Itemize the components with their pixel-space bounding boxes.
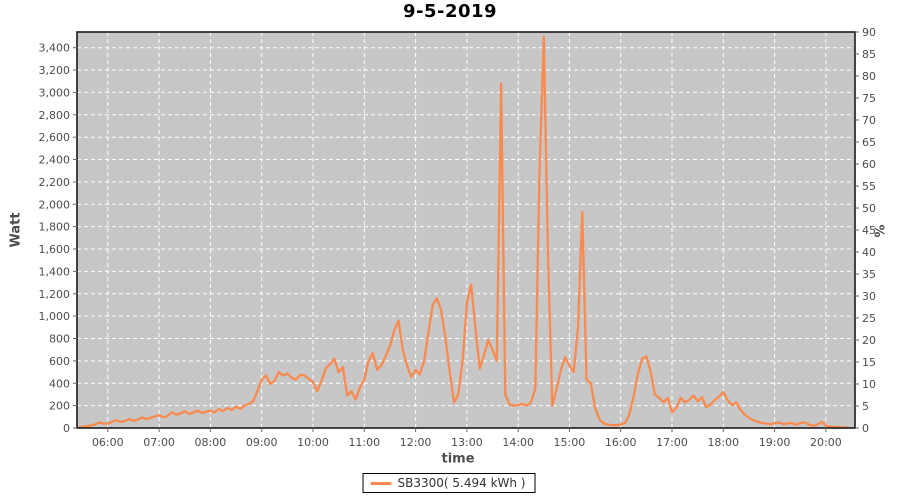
svg-text:30: 30: [862, 290, 876, 303]
svg-text:75: 75: [862, 92, 876, 105]
legend: SB3300( 5.494 kWh ): [362, 473, 536, 493]
svg-text:600: 600: [49, 355, 70, 368]
svg-text:1,800: 1,800: [39, 221, 71, 234]
svg-text:25: 25: [862, 312, 876, 325]
svg-text:18:00: 18:00: [707, 436, 739, 449]
svg-text:3,000: 3,000: [39, 86, 71, 99]
y2-axis-label-percent: %: [870, 224, 886, 238]
svg-text:10: 10: [862, 378, 876, 391]
svg-text:1,200: 1,200: [39, 288, 71, 301]
series-line-sb3300: [77, 35, 849, 428]
svg-text:55: 55: [862, 180, 876, 193]
svg-text:15:00: 15:00: [554, 436, 586, 449]
svg-text:70: 70: [862, 114, 876, 127]
horizontal-gridlines: [77, 47, 855, 407]
svg-text:14:00: 14:00: [502, 436, 534, 449]
svg-text:2,200: 2,200: [39, 176, 71, 189]
svg-text:2,400: 2,400: [39, 154, 71, 167]
svg-text:90: 90: [862, 26, 876, 39]
chart-title: 9-5-2019: [402, 1, 498, 22]
svg-text:09:00: 09:00: [246, 436, 278, 449]
legend-series-label: SB3300( 5.494 kWh ): [397, 476, 526, 490]
svg-text:3,400: 3,400: [39, 42, 71, 55]
svg-text:0: 0: [63, 422, 70, 435]
svg-text:07:00: 07:00: [143, 436, 175, 449]
svg-text:35: 35: [862, 268, 876, 281]
vertical-gridlines: [107, 32, 827, 428]
svg-text:65: 65: [862, 136, 876, 149]
svg-text:13:00: 13:00: [451, 436, 483, 449]
svg-text:5: 5: [862, 400, 869, 413]
svg-text:60: 60: [862, 158, 876, 171]
svg-text:1,000: 1,000: [39, 310, 71, 323]
svg-text:16:00: 16:00: [605, 436, 637, 449]
x-axis-ticks: 06:00 07:00 08:00 09:00 10:00 11:00 12:00 13:00…: [92, 428, 842, 449]
svg-text:20: 20: [862, 334, 876, 347]
svg-text:40: 40: [862, 246, 876, 259]
svg-text:0: 0: [862, 422, 869, 435]
svg-text:06:00: 06:00: [92, 436, 124, 449]
svg-text:800: 800: [49, 333, 70, 346]
right-axis-ticks: 0 5 10 15 20 25 30 35 40 45 50 55 60 65 70 75 80 85 90: [855, 26, 876, 435]
svg-text:17:00: 17:00: [656, 436, 688, 449]
svg-text:400: 400: [49, 377, 70, 390]
left-axis-ticks: 0 200 400 600 800 1,000 1,200 1,400 1,600 1,800 2,…: [39, 42, 77, 435]
svg-text:2,000: 2,000: [39, 198, 71, 211]
svg-text:11:00: 11:00: [348, 436, 380, 449]
svg-text:08:00: 08:00: [195, 436, 227, 449]
svg-text:1,600: 1,600: [39, 243, 71, 256]
plot-background: [77, 32, 855, 428]
svg-text:1,400: 1,400: [39, 265, 71, 278]
svg-text:12:00: 12:00: [400, 436, 432, 449]
svg-text:200: 200: [49, 400, 70, 413]
svg-text:19:00: 19:00: [759, 436, 791, 449]
svg-text:2,800: 2,800: [39, 109, 71, 122]
svg-text:20:00: 20:00: [810, 436, 842, 449]
svg-text:15: 15: [862, 356, 876, 369]
legend-line-swatch: [370, 481, 392, 485]
svg-text:50: 50: [862, 202, 876, 215]
svg-text:45: 45: [862, 224, 876, 237]
svg-text:80: 80: [862, 70, 876, 83]
svg-text:10:00: 10:00: [297, 436, 329, 449]
svg-text:3,200: 3,200: [39, 64, 71, 77]
x-axis-label-time: time: [441, 451, 475, 467]
svg-text:2,600: 2,600: [39, 131, 71, 144]
y-axis-label-watt: Watt: [8, 212, 24, 248]
svg-text:85: 85: [862, 48, 876, 61]
